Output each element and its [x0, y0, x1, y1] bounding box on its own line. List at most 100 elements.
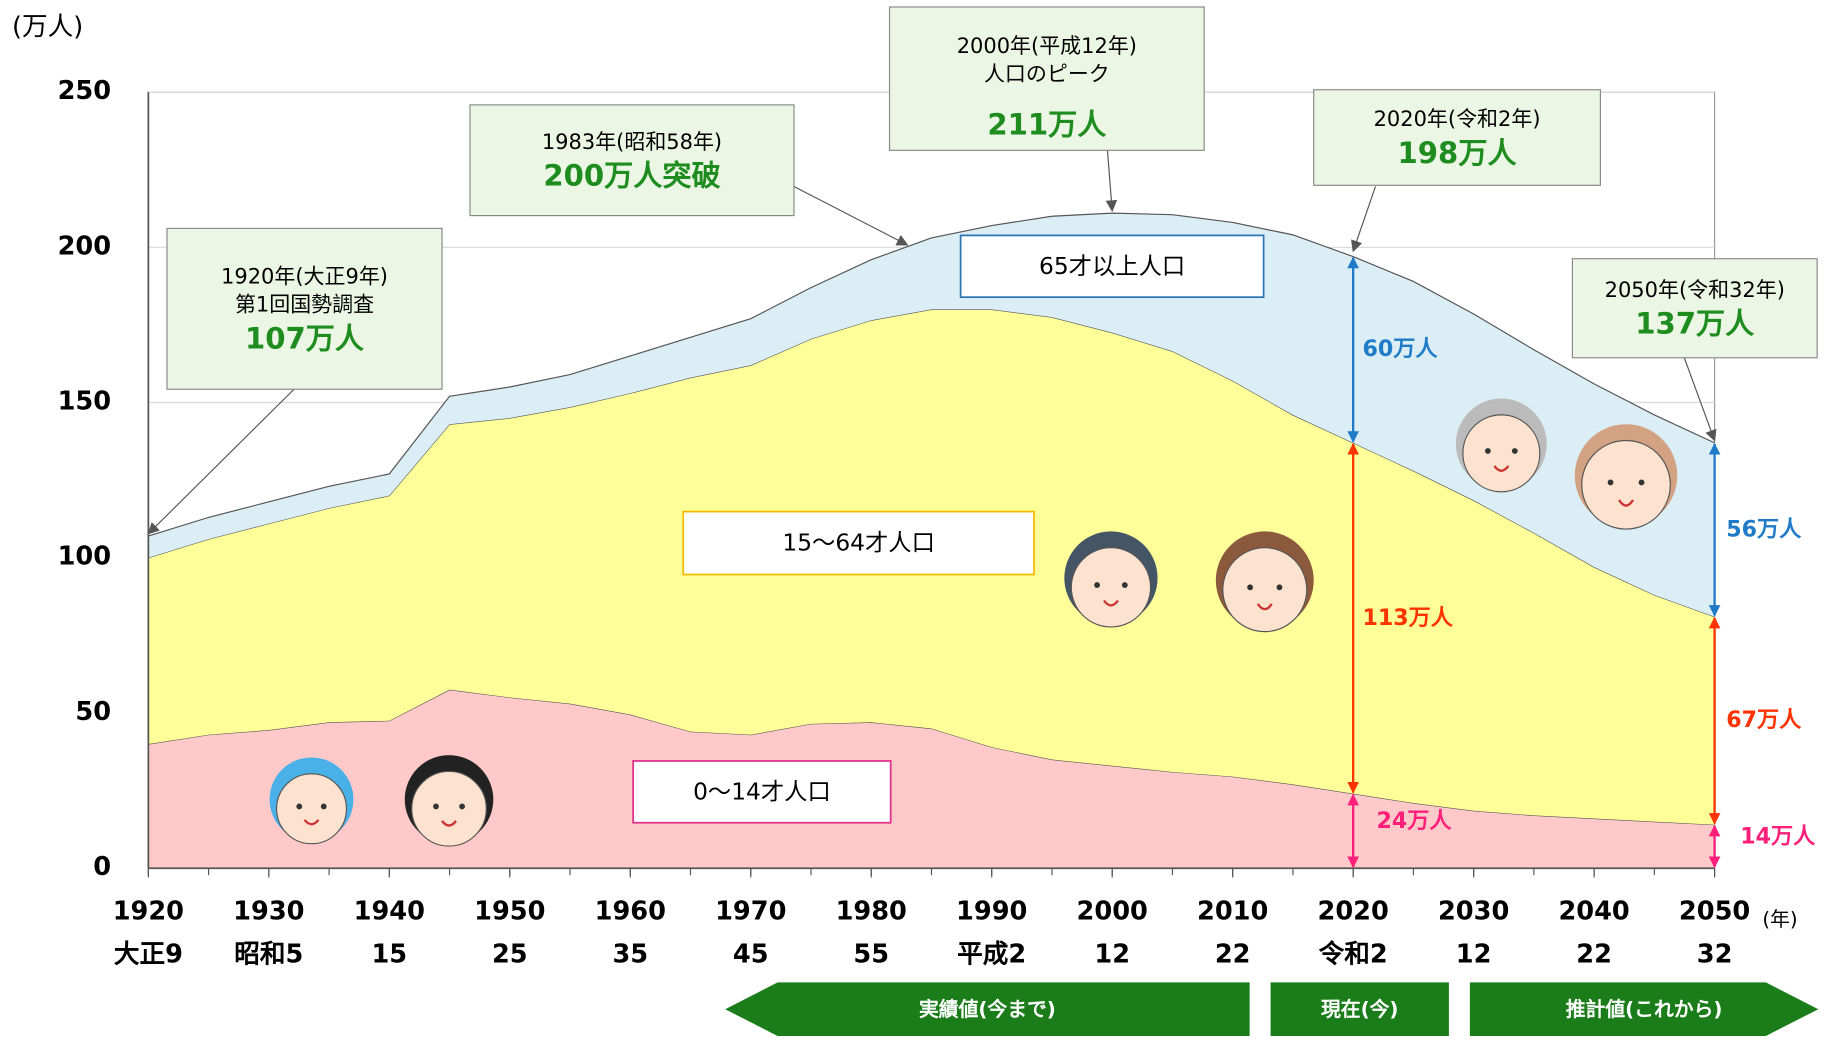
x-era-label: 大正9 — [114, 940, 183, 970]
illustration-eye — [1276, 584, 1283, 591]
value-label: 60万人 — [1362, 336, 1438, 362]
callout-text: 人口のピーク — [984, 62, 1110, 86]
y-tick-label: 150 — [58, 387, 112, 417]
x-tick-label: 2010 — [1197, 896, 1268, 926]
x-tick-label: 2000 — [1077, 896, 1148, 926]
y-tick-label: 0 — [93, 852, 111, 882]
x-tick-label: 1930 — [233, 896, 304, 926]
area — [148, 689, 1715, 869]
callout-value: 200万人突破 — [543, 159, 720, 193]
x-era-label: 55 — [853, 940, 889, 970]
illustration-eye — [433, 803, 439, 810]
phase-label: 実績値(今まで) — [919, 998, 1056, 1021]
illustration-mouth — [1618, 499, 1635, 507]
x-era-label: 12 — [1094, 940, 1130, 970]
illustration-eye — [1121, 582, 1128, 588]
callout-value: 198万人 — [1398, 136, 1518, 170]
illustration-face — [1222, 547, 1308, 633]
illustration-eye — [1094, 582, 1100, 588]
illustration-eye — [1484, 448, 1491, 454]
phase-banner — [1469, 982, 1819, 1036]
value-label: 14万人 — [1740, 824, 1816, 850]
callout-text: 1983年(昭和58年) — [542, 130, 722, 154]
x-tick-label: 1980 — [836, 896, 907, 926]
legend-label: 15〜64才人口 — [782, 530, 934, 557]
illustration-face — [1462, 414, 1541, 493]
y-tick-label: 100 — [58, 542, 112, 572]
x-tick-label: 1990 — [956, 896, 1027, 926]
legend-box — [959, 234, 1265, 299]
callout-arrow — [1351, 186, 1377, 253]
x-era-label: 22 — [1576, 940, 1612, 970]
illustration-eye — [1607, 479, 1614, 486]
value-label: 67万人 — [1726, 707, 1802, 733]
area-edge — [148, 212, 1715, 537]
x-tick-label: 1960 — [595, 896, 666, 926]
callout-text: 1920年(大正9年) — [221, 264, 388, 288]
x-tick-label: 2030 — [1438, 896, 1509, 926]
value-label: 56万人 — [1726, 516, 1802, 542]
x-unit: (年) — [1762, 908, 1797, 931]
y-tick-label: 200 — [58, 231, 112, 261]
callout-box — [1313, 89, 1601, 186]
value-label: 113万人 — [1362, 605, 1453, 631]
legend-label: 65才以上人口 — [1039, 253, 1185, 280]
x-tick-label: 2040 — [1558, 896, 1629, 926]
illustration-face — [1581, 439, 1671, 530]
illustration-mouth — [1103, 599, 1119, 607]
callout-arrow — [793, 185, 909, 246]
callout-value: 137万人 — [1635, 307, 1755, 341]
phase-banner — [1270, 982, 1449, 1036]
callout-text: 2050年(令和32年) — [1605, 278, 1785, 302]
callout-value: 107万人 — [245, 321, 365, 355]
illustration-face — [275, 773, 348, 845]
callout-box — [166, 227, 443, 390]
value-label: 24万人 — [1376, 808, 1452, 834]
x-tick-label: 1970 — [715, 896, 786, 926]
callout-text: 2000年(平成12年) — [957, 34, 1137, 58]
callout-text: 第1回国勢調査 — [235, 292, 374, 316]
x-era-label: 15 — [371, 940, 407, 970]
illustration-mouth — [1256, 603, 1273, 611]
x-tick-label: 2050 — [1679, 896, 1750, 926]
x-era-label: 平成2 — [957, 940, 1026, 970]
x-tick-label: 1920 — [113, 896, 184, 926]
x-tick-label: 2020 — [1317, 896, 1388, 926]
legend-box — [632, 760, 892, 824]
phase-banner — [725, 982, 1250, 1036]
phase-label: 推計値(これから) — [1566, 998, 1723, 1021]
illustration-face — [1070, 547, 1152, 628]
x-era-label: 22 — [1215, 940, 1251, 970]
y-unit: (万人) — [12, 12, 83, 42]
x-era-label: 昭和5 — [234, 940, 303, 970]
phase-label: 現在(今) — [1321, 998, 1399, 1021]
illustration-eye — [1638, 479, 1645, 486]
illustration-eye — [459, 803, 465, 810]
illustration-face — [411, 770, 487, 847]
callout-arrow — [1105, 150, 1118, 212]
x-era-label: 25 — [492, 940, 528, 970]
illustration-mouth — [441, 820, 457, 827]
x-era-label: 35 — [612, 940, 648, 970]
area — [148, 213, 1715, 617]
callout-box — [1571, 258, 1818, 359]
illustration-eye — [296, 803, 303, 810]
y-tick-label: 250 — [58, 76, 112, 106]
x-era-label: 令和2 — [1319, 939, 1388, 970]
x-tick-label: 1940 — [354, 896, 425, 926]
illustration-mouth — [303, 819, 320, 826]
illustration-eye — [1511, 448, 1518, 454]
illustration-eye — [320, 803, 327, 810]
illustration-mouth — [1493, 465, 1510, 472]
callout-arrow — [1683, 357, 1717, 442]
x-era-label: 12 — [1456, 940, 1492, 970]
callout-arrow — [147, 388, 295, 535]
callout-value: 211万人 — [987, 107, 1107, 141]
callout-box — [888, 6, 1205, 151]
x-era-label: 45 — [733, 940, 769, 970]
illustration-eye — [1247, 584, 1254, 591]
x-tick-label: 1950 — [474, 896, 545, 926]
y-tick-label: 50 — [75, 697, 111, 727]
